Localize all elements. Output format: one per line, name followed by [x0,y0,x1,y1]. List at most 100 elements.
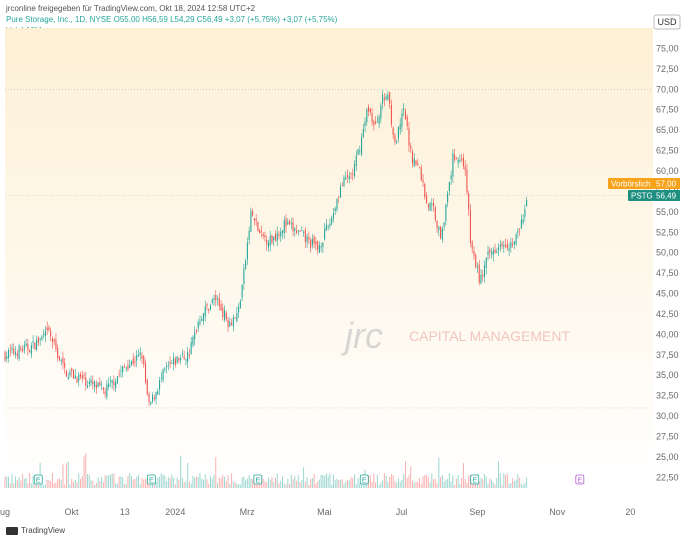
price-tick-label: 62,50 [656,146,679,156]
candle [7,347,10,363]
earnings-marker-icon[interactable]: E [146,474,156,485]
volume-bar [440,477,442,488]
earnings-marker-icon[interactable]: E [470,474,480,485]
volume-bar [264,480,266,488]
volume-bar [499,473,501,488]
volume-bar [50,480,52,488]
earnings-marker-icon[interactable]: E [359,474,369,485]
candle [129,359,131,368]
volume-bar [222,474,224,488]
candle [197,319,199,333]
candle [418,166,421,169]
price-tick-label: 45,00 [656,289,679,299]
candle [72,369,75,380]
tradingview-footer[interactable]: TradingView [6,526,65,535]
volume-bar [224,476,226,488]
volume-bar [431,473,433,488]
volume-bar [139,484,141,488]
volume-bar [94,484,96,488]
volume-bar [468,475,470,488]
volume-bar [457,475,459,488]
volume-bar [106,475,108,488]
upcoming-earnings-marker-icon[interactable]: E [575,474,585,485]
candle [278,230,280,240]
symbol-label: PSTG [631,192,653,201]
price-tick-label: 42,50 [656,309,679,319]
volume-bar [452,475,454,488]
volume-bar [123,484,125,488]
time-axis: ug Okt 13 2024 Mrz Mai Jul Sep Nov 20 [0,507,635,517]
plot-background [5,28,653,488]
candle [262,231,264,240]
candle [229,317,231,328]
candle [13,343,15,356]
tradingview-logo-icon [6,526,18,535]
volume-bar [231,473,233,488]
candle [69,368,71,378]
candle [487,245,489,261]
volume-bar [164,475,166,488]
volume-bar [489,478,491,488]
volume-bar [16,479,18,488]
candle [438,225,440,237]
candle [297,229,299,236]
volume-bar [194,477,196,488]
volume-bar [441,475,443,488]
candle [366,107,368,126]
volume-bar [517,474,519,488]
candle [183,350,185,360]
price-tick-label: 67,50 [656,105,679,115]
volume-bar [259,484,261,488]
candle [318,241,320,254]
candle [485,257,487,275]
volume-bar [506,473,508,488]
candle [455,156,457,160]
time-tick-label: Mai [317,507,332,517]
volume-bar [183,482,185,488]
volume-bar [443,481,445,488]
candle [250,207,252,233]
price-tick-label: 40,00 [656,329,679,339]
volume-bar [447,479,449,488]
volume-bar [513,481,515,488]
candle [155,391,157,405]
candle [160,371,162,383]
candle [489,246,491,259]
volume-bar [23,478,25,488]
candle [202,312,205,326]
candle [18,343,20,362]
candle [301,225,303,232]
candle [469,204,471,247]
time-tick-label: 20 [625,507,635,517]
price-tick-label: 22,50 [656,472,679,482]
candle [283,216,285,239]
price-tick-label: 47,50 [656,268,679,278]
candle [490,248,493,259]
candle [364,117,366,132]
candle [274,229,277,243]
candle [118,369,120,378]
candle [459,154,461,164]
candle [216,295,219,306]
candle [22,345,24,353]
candle [246,237,248,266]
candle [27,338,29,356]
volume-bar [271,477,273,488]
volume-bar [155,481,157,488]
candle [137,349,140,358]
candle [37,336,39,346]
candle [427,203,429,212]
volume-bar [419,478,421,488]
candle [503,240,505,254]
candle [159,376,161,396]
earnings-marker-icon[interactable]: E [253,474,263,485]
candle [280,227,282,243]
candle [513,240,515,250]
earnings-marker-icon[interactable]: E [33,474,43,485]
price-tick-label: 35,00 [656,370,679,380]
candle [180,355,182,365]
candle [201,315,203,322]
candle [382,90,384,110]
currency-badge[interactable]: USD [653,14,681,30]
